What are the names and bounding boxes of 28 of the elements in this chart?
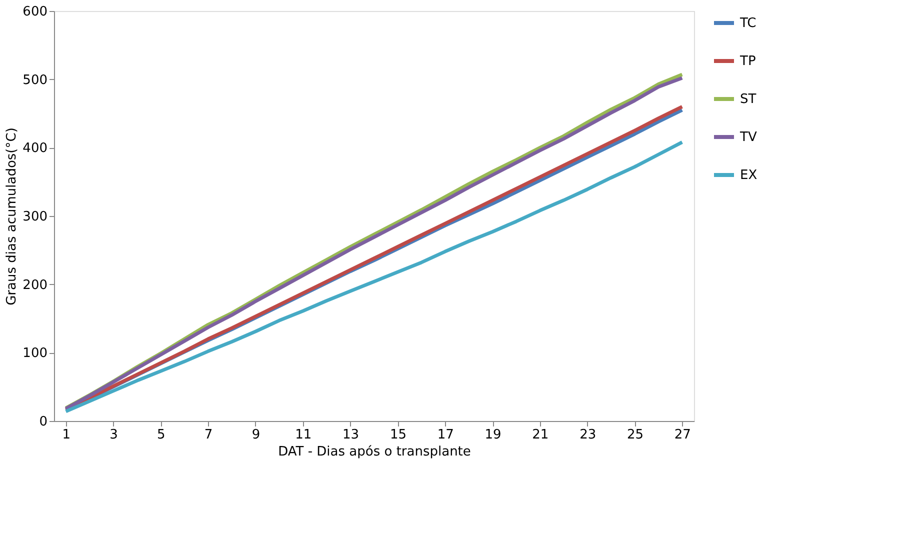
legend-label: TP	[739, 54, 756, 69]
y-tick-label: 200	[22, 278, 48, 293]
legend-label: TC	[739, 16, 756, 31]
x-tick-label: 25	[626, 428, 644, 442]
x-tick-label: 9	[252, 428, 260, 442]
y-tick-label: 400	[22, 141, 48, 156]
legend-label: ST	[740, 92, 756, 107]
y-tick-label: 100	[22, 346, 48, 362]
legend-label: EX	[740, 168, 758, 183]
x-tick-label: 19	[484, 428, 502, 442]
x-tick-label: 21	[532, 428, 549, 442]
y-tick-label: 500	[22, 72, 48, 88]
x-tick-label: 5	[157, 428, 166, 442]
y-tick-label: 300	[22, 210, 48, 224]
x-tick-label: 15	[390, 428, 406, 442]
y-tick-label: 0	[39, 414, 48, 430]
x-axis-title: DAT - Dias após o transplante	[278, 444, 471, 460]
y-tick-label: 600	[22, 4, 48, 20]
x-tick-label: 3	[110, 428, 118, 442]
y-axis-title: Graus dias acumulados(°C)	[4, 128, 20, 306]
x-tick-label: 27	[674, 428, 691, 442]
x-tick-label: 23	[580, 428, 596, 442]
legend-label: TV	[739, 130, 757, 145]
x-tick-label: 1	[62, 428, 70, 442]
x-tick-label: 7	[204, 428, 213, 442]
x-tick-label: 17	[437, 428, 454, 442]
x-tick-label: 13	[342, 428, 360, 442]
x-tick-label: 11	[295, 428, 312, 442]
